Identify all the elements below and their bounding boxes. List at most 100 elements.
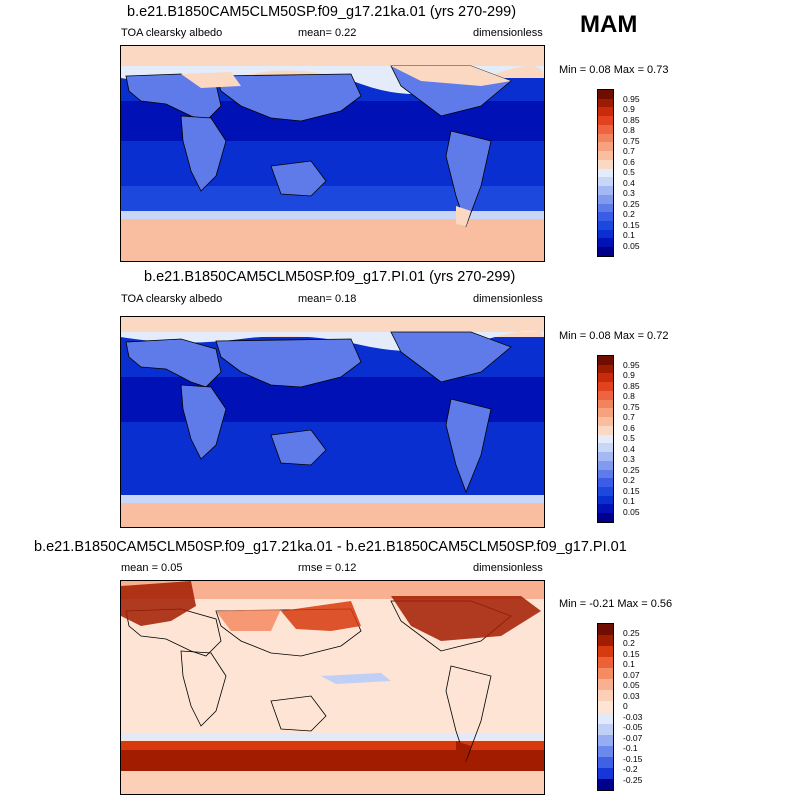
colorbar-tick-label: -0.03 <box>623 711 643 722</box>
arctic-band <box>121 581 544 599</box>
colorbar-tick-label: 0.9 <box>623 370 635 380</box>
minmax-label: Min = -0.21 Max = 0.56 <box>559 598 673 610</box>
south-ice-band <box>121 218 544 261</box>
asia <box>215 338 362 388</box>
laurentide-ice <box>391 66 511 86</box>
colorbar-tick-label: -0.15 <box>623 753 643 764</box>
colorbar-swatch <box>598 624 613 636</box>
colorbar-swatch <box>598 124 613 134</box>
australia <box>270 160 327 197</box>
colorbar-swatch <box>598 452 613 461</box>
colorbar-swatch <box>598 247 613 256</box>
colorbar-swatch <box>598 168 613 178</box>
central-asia-diff <box>216 609 281 631</box>
colorbar-tick-label: 0.9 <box>623 104 635 114</box>
colorbar-swatch <box>598 90 613 99</box>
asia <box>215 73 362 122</box>
colorbar-swatch <box>598 107 613 117</box>
colorbar-swatch <box>598 723 613 735</box>
colorbar-swatch <box>598 425 613 435</box>
colorbar-swatch <box>598 417 613 426</box>
units-label: dimensionless <box>473 27 543 39</box>
africa <box>180 650 227 727</box>
colorbar-tick-label: 0.25 <box>623 627 640 638</box>
colorbar-tick-label: -0.07 <box>623 732 643 743</box>
colorbar-swatch <box>598 635 613 647</box>
colorbar-swatch <box>598 212 613 222</box>
colorbar-swatch <box>598 443 613 453</box>
colorbar-swatch <box>598 133 613 143</box>
colorbar-swatch <box>598 364 613 374</box>
south-ice-edge <box>121 495 544 503</box>
southern-ocean-diff <box>121 749 544 771</box>
minmax-label: Min = 0.08 Max = 0.72 <box>559 330 669 342</box>
colorbar-tick-label: 0.7 <box>623 412 635 422</box>
colorbar-swatch <box>598 221 613 230</box>
patagonia-diff <box>456 741 471 761</box>
colorbar <box>597 355 614 523</box>
season-label: MAM <box>580 11 638 38</box>
albedo-map <box>120 316 545 528</box>
colorbar-swatch <box>598 390 613 400</box>
colorbar-swatch <box>598 142 613 152</box>
colorbar <box>597 623 614 791</box>
colorbar-swatch <box>598 756 613 768</box>
colorbar-tick-label: 0 <box>623 701 628 711</box>
units-label: dimensionless <box>473 293 543 305</box>
colorbar-tick-label: 0.05 <box>623 240 640 251</box>
colorbar-swatch <box>598 151 613 160</box>
colorbar-tick-label: -0.25 <box>623 774 643 785</box>
colorbar-tick-label: 0.6 <box>623 422 635 433</box>
colorbar-swatch <box>598 159 613 169</box>
colorbar-swatch <box>598 646 613 658</box>
albedo-map <box>120 45 545 262</box>
variable-label: TOA clearsky albedo <box>121 27 223 39</box>
colorbar-tick-label: 0.2 <box>623 475 635 485</box>
colorbar-tick-label: 0.25 <box>623 464 640 475</box>
panel-title: b.e21.B1850CAM5CLM50SP.f09_g17.21ka.01 -… <box>34 539 627 555</box>
units-label: dimensionless <box>473 562 543 574</box>
antarctic-band <box>121 771 544 794</box>
colorbar-swatch <box>598 478 613 488</box>
rmse-label: rmse = 0.12 <box>298 562 357 574</box>
colorbar-tick-label: 0.07 <box>623 669 640 680</box>
panel-title: b.e21.B1850CAM5CLM50SP.f09_g17.PI.01 (yr… <box>144 269 516 285</box>
colorbar-tick-label: 0.85 <box>623 114 640 125</box>
map-canvas <box>121 581 544 794</box>
colorbar-swatch <box>598 382 613 391</box>
mean-label: mean = 0.05 <box>121 562 183 574</box>
map-canvas <box>121 317 544 527</box>
variable-label: TOA clearsky albedo <box>121 293 223 305</box>
colorbar-swatch <box>598 657 613 669</box>
colorbar-tick-label: 0.7 <box>623 146 635 156</box>
continents <box>125 331 512 494</box>
colorbar-swatch <box>598 186 613 195</box>
australia <box>270 429 327 466</box>
colorbar-swatch <box>598 434 613 444</box>
colorbar-swatch <box>598 98 613 108</box>
africa-eurasia-west <box>125 338 222 388</box>
colorbar-tick-label: 0.5 <box>623 167 635 177</box>
colorbar-swatch <box>598 679 613 691</box>
colorbar-tick-label: 0.15 <box>623 648 640 659</box>
colorbar-tick-label: 0.05 <box>623 506 640 517</box>
colorbar-swatch <box>598 194 613 204</box>
colorbar-swatch <box>598 668 613 680</box>
colorbar-tick-label: 0.5 <box>623 433 635 443</box>
africa-eurasia-west <box>125 608 222 657</box>
colorbar-swatch <box>598 495 613 505</box>
colorbar-tick-label: 0.15 <box>623 219 640 230</box>
north-america-diff <box>391 596 541 641</box>
colorbar-swatch <box>598 229 613 239</box>
colorbar-tick-label: 0.03 <box>623 690 640 701</box>
east-asia-diff <box>281 601 361 631</box>
colorbar-tick-label: 0.8 <box>623 125 635 135</box>
fennoscandian-ice <box>181 72 241 88</box>
colorbar-tick-label: 0.8 <box>623 391 635 401</box>
south-ice-band <box>121 502 544 527</box>
southern-light-band <box>121 733 544 739</box>
colorbar-swatch <box>598 701 613 713</box>
africa <box>180 115 227 192</box>
colorbar-tick-label: 0.6 <box>623 156 635 167</box>
colorbar-swatch <box>598 373 613 383</box>
